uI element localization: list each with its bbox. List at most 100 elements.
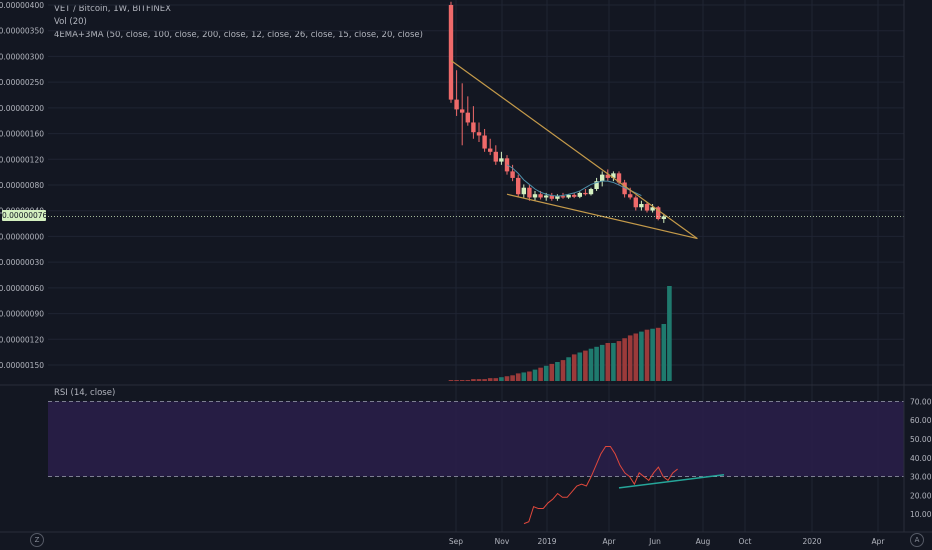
x-tick-label: Apr: [872, 537, 886, 546]
ema-legend: 4EMA+3MA (50, close, 100, close, 200, cl…: [54, 30, 423, 40]
candle-body: [521, 187, 526, 195]
chart-title: VET / Bitcoin, 1W, BITFINEX: [54, 4, 171, 14]
timezone-button[interactable]: Z: [30, 533, 44, 547]
volume-bar: [527, 371, 532, 381]
volume-bar: [616, 341, 622, 381]
rsi-band: [48, 401, 904, 477]
candle-body: [560, 196, 566, 198]
volume-bar: [521, 372, 527, 381]
volume-bar: [571, 354, 577, 381]
volume-bar: [577, 352, 583, 381]
rsi-legend: RSI (14, close): [54, 388, 116, 398]
rsi-tick-label: 30.00: [910, 473, 932, 482]
volume-bar: [487, 378, 493, 381]
candle-body: [583, 192, 588, 195]
volume-bar: [476, 379, 482, 381]
candle-body: [605, 174, 610, 178]
candle-body: [465, 112, 470, 123]
y-tick-label: -0.00000030: [0, 258, 44, 267]
candle-body: [661, 216, 666, 220]
y-tick-label: 0.00000160: [0, 130, 44, 139]
volume-bar: [543, 365, 549, 381]
volume-bar: [655, 327, 661, 381]
candle-body: [527, 187, 532, 198]
candle-body: [544, 195, 549, 198]
volume-bar: [515, 373, 521, 381]
candle-body: [633, 197, 638, 208]
candle-body: [639, 204, 644, 208]
rsi-tick-label: 40.00: [910, 454, 932, 463]
x-tick-label: Jun: [648, 537, 661, 546]
volume-bar: [661, 324, 667, 381]
candle-body: [656, 207, 661, 220]
volume-bar: [588, 348, 594, 381]
candle-body: [628, 194, 633, 198]
candle-body: [454, 99, 459, 110]
x-tick-label: Apr: [603, 537, 617, 546]
rsi-line: [523, 446, 678, 525]
candle-body: [555, 196, 560, 199]
candle-body: [510, 171, 515, 178]
y-tick-label: 0.00000200: [0, 104, 44, 113]
volume-bar: [599, 344, 605, 381]
volume-bar: [471, 379, 476, 381]
candle-body: [460, 109, 465, 113]
rsi-tick-label: 60.00: [910, 416, 932, 425]
y-tick-label: 0.00000120: [0, 155, 44, 164]
volume-bar: [622, 338, 627, 381]
volume-bar: [504, 376, 510, 381]
rsi-trendline: [618, 473, 725, 489]
volume-legend: Vol (20): [54, 17, 87, 27]
candle-body: [644, 204, 650, 211]
volume-bar: [605, 343, 611, 381]
y-tick-label: 0.00000080: [0, 181, 44, 190]
x-tick-label: 2019: [537, 537, 556, 546]
volume-bar: [583, 350, 588, 381]
volume-bar: [627, 335, 633, 381]
volume-bar: [639, 331, 644, 381]
candle-body: [622, 182, 627, 195]
volume-bar: [538, 367, 543, 381]
candle-body: [493, 151, 498, 162]
x-tick-label: Aug: [696, 537, 711, 546]
candle-body: [577, 192, 582, 197]
volume-bar: [510, 375, 515, 381]
volume-bar: [499, 377, 504, 381]
candle-body: [504, 158, 510, 172]
candle-body: [516, 177, 521, 195]
candle-body: [471, 122, 476, 133]
x-tick-label: Sep: [449, 537, 463, 546]
candle-body: [600, 174, 605, 182]
volume-bar: [644, 329, 650, 381]
volume-bar: [493, 378, 499, 381]
volume-bar: [459, 380, 465, 381]
y-tick-label: 0.00000000: [0, 232, 44, 241]
y-tick-label: -0.00000150: [0, 361, 44, 370]
y-tick-label: 0.00000350: [0, 27, 44, 36]
candle-body: [549, 195, 554, 199]
candle-body: [611, 173, 616, 178]
candle-body: [532, 194, 538, 198]
trendline-lower: [506, 193, 698, 240]
auto-scale-button[interactable]: A: [910, 533, 924, 547]
candle-body: [482, 135, 487, 149]
volume-bar: [650, 328, 655, 381]
volume-bar: [454, 380, 459, 381]
candle-body: [448, 5, 454, 100]
volume-bar: [667, 286, 672, 381]
ma-line: [506, 164, 642, 197]
volume-bar: [560, 360, 566, 381]
x-tick-label: Oct: [739, 537, 752, 546]
y-tick-label: -0.00000090: [0, 310, 44, 319]
trendline-upper: [450, 59, 698, 240]
volume-bar: [532, 369, 538, 381]
volume-bar: [448, 380, 454, 381]
candle-body: [566, 194, 571, 198]
candle-body: [616, 173, 622, 183]
volume-bar: [555, 362, 560, 381]
candle-body: [594, 181, 599, 190]
y-tick-label: -0.00000060: [0, 284, 44, 293]
volume-bar: [549, 363, 555, 381]
rsi-tick-label: 20.00: [910, 491, 932, 500]
